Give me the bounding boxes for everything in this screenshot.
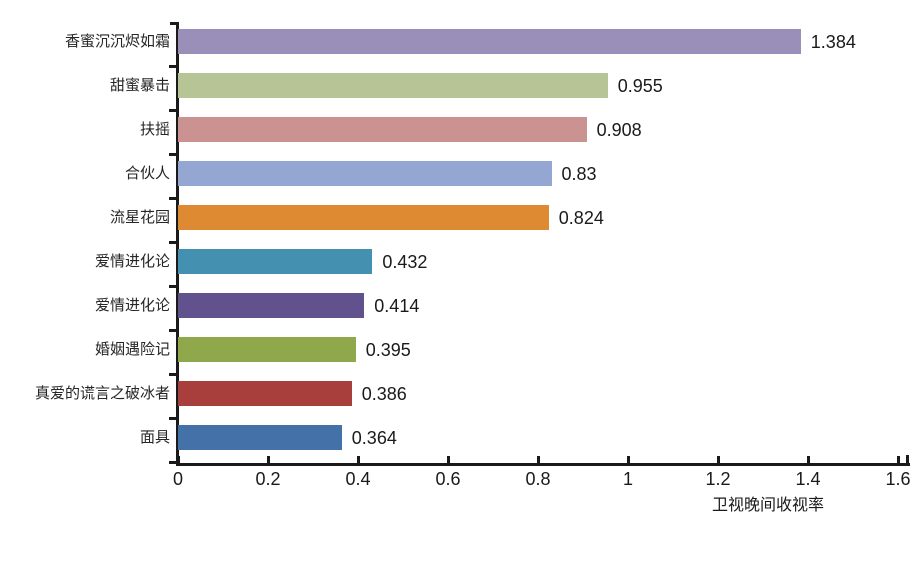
bar-value-label: 0.364: [351, 428, 397, 448]
x-axis-tick-label: 0.8: [525, 469, 551, 489]
y-axis-tick: [169, 285, 177, 288]
bar: [178, 73, 608, 98]
bar: [178, 29, 801, 54]
bar: [178, 381, 352, 406]
category-label: 爱情进化论: [94, 252, 170, 270]
bar: [178, 117, 587, 142]
bar: [178, 337, 356, 362]
y-axis-tick: [169, 329, 177, 332]
x-axis-right-cap: [906, 455, 909, 466]
bar-value-label: 0.955: [617, 76, 663, 96]
bar-value-label: 0.432: [382, 252, 428, 272]
x-axis-tick: [537, 456, 540, 465]
y-axis-tick: [169, 373, 177, 376]
x-axis-tick-label: 1: [622, 469, 633, 489]
category-label: 甜蜜暴击: [109, 76, 170, 94]
bar-value-label: 0.386: [361, 384, 407, 404]
x-axis-tick: [177, 456, 180, 465]
y-axis-tick: [169, 153, 177, 156]
x-axis-tick-label: 1.6: [885, 469, 910, 489]
category-label: 面具: [139, 428, 170, 446]
bar-value-label: 0.908: [596, 120, 642, 140]
bar: [178, 205, 549, 230]
x-axis-tick-label: 0.4: [345, 469, 371, 489]
bar-value-label: 0.395: [365, 340, 411, 360]
x-axis-tick: [357, 456, 360, 465]
x-axis-tick-label: 0.2: [255, 469, 281, 489]
y-axis-tick: [169, 109, 177, 112]
y-axis-top-cap: [170, 22, 179, 25]
category-label: 香蜜沉沉烬如霜: [64, 32, 170, 50]
x-axis-tick: [267, 456, 270, 465]
bar: [178, 161, 552, 186]
bar-value-label: 1.384: [810, 32, 856, 52]
x-axis-tick-label: 1.2: [705, 469, 731, 489]
x-axis-tick-label: 0.6: [435, 469, 461, 489]
x-axis-line: [176, 463, 910, 466]
y-axis-tick: [169, 197, 177, 200]
bar: [178, 249, 373, 274]
category-label: 流星花园: [109, 208, 170, 226]
x-axis-tick-label: 0: [172, 469, 183, 489]
category-label: 婚姻遇险记: [94, 340, 170, 358]
x-axis-tick: [717, 456, 720, 465]
bar-value-label: 0.83: [561, 164, 597, 184]
y-axis-tick: [169, 65, 177, 68]
y-axis-tick: [169, 241, 177, 244]
bar: [178, 425, 342, 450]
category-label: 扶摇: [139, 120, 170, 138]
x-axis-tick: [627, 456, 630, 465]
category-label: 合伙人: [124, 164, 170, 182]
x-axis-tick: [807, 456, 810, 465]
x-axis-title: 卫视晚间收视率: [712, 495, 825, 514]
y-axis-tick: [169, 461, 177, 464]
bar-value-label: 0.824: [558, 208, 604, 228]
bar-value-label: 0.414: [374, 296, 420, 316]
x-axis-tick: [897, 456, 900, 465]
y-axis-tick: [169, 417, 177, 420]
y-axis-line: [176, 22, 179, 464]
bar: [178, 293, 365, 318]
category-label: 爱情进化论: [94, 296, 170, 314]
category-label: 真爱的谎言之破冰者: [34, 384, 170, 402]
x-axis-tick-label: 1.4: [795, 469, 821, 489]
x-axis-tick: [447, 456, 450, 465]
